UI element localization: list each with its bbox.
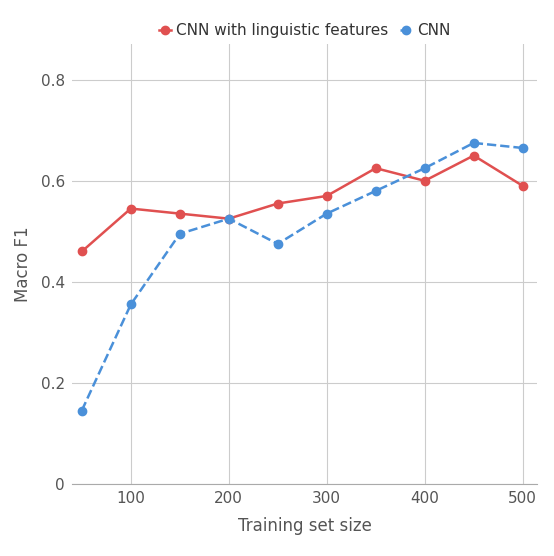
- CNN with linguistic features: [519, 182, 526, 189]
- CNN: [79, 407, 85, 414]
- Line: CNN with linguistic features: CNN with linguistic features: [78, 151, 527, 256]
- CNN: [177, 231, 183, 237]
- CNN with linguistic features: [324, 192, 330, 199]
- CNN: [372, 187, 379, 194]
- CNN with linguistic features: [372, 165, 379, 171]
- Y-axis label: Macro F1: Macro F1: [14, 226, 33, 302]
- CNN with linguistic features: [274, 200, 281, 207]
- CNN: [470, 140, 477, 146]
- CNN: [519, 145, 526, 151]
- CNN with linguistic features: [127, 205, 134, 212]
- CNN with linguistic features: [79, 248, 85, 255]
- Legend: CNN with linguistic features, CNN: CNN with linguistic features, CNN: [153, 17, 456, 44]
- CNN: [324, 210, 330, 217]
- X-axis label: Training set size: Training set size: [238, 517, 372, 535]
- CNN with linguistic features: [422, 177, 428, 184]
- CNN: [274, 241, 281, 247]
- CNN with linguistic features: [177, 210, 183, 217]
- CNN: [422, 165, 428, 171]
- CNN with linguistic features: [225, 215, 232, 222]
- CNN: [225, 215, 232, 222]
- Line: CNN: CNN: [78, 139, 527, 415]
- CNN with linguistic features: [470, 152, 477, 159]
- CNN: [127, 301, 134, 308]
